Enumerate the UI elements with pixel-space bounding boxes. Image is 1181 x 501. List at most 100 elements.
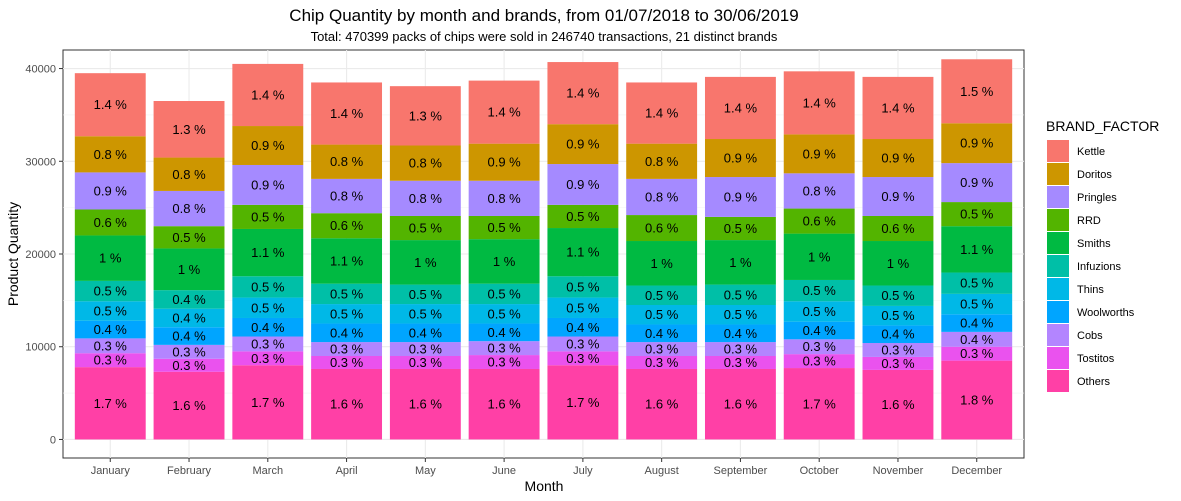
- segment-label: 1 %: [493, 254, 516, 269]
- segment-label: 1.7 %: [803, 396, 837, 411]
- y-tick-label: 0: [50, 434, 56, 446]
- bar-segment: [389, 215, 461, 241]
- bar-segment: [783, 71, 855, 135]
- bar-segment: [862, 241, 934, 286]
- bar-segment: [153, 371, 225, 440]
- bar-segment: [941, 163, 1013, 203]
- segment-label: 0.5 %: [566, 209, 600, 224]
- segment-label: 0.4 %: [803, 323, 837, 338]
- bar-segment: [311, 368, 383, 440]
- segment-label: 0.5 %: [960, 207, 994, 222]
- segment-label: 0.3 %: [330, 355, 364, 370]
- segment-label: 1.8 %: [960, 393, 994, 408]
- legend-swatch: [1047, 232, 1069, 254]
- chart-title: Chip Quantity by month and brands, from …: [289, 6, 798, 25]
- segment-label: 0.8 %: [645, 154, 679, 169]
- bar-segment: [783, 368, 855, 440]
- segment-label: 1.4 %: [251, 87, 285, 102]
- bar-segment: [862, 356, 934, 370]
- legend-label: RRD: [1077, 215, 1101, 227]
- bar-segment: [941, 272, 1013, 294]
- segment-label: 0.4 %: [330, 325, 364, 340]
- segment-label: 0.3 %: [803, 354, 837, 369]
- segment-label: 1 %: [650, 256, 673, 271]
- segment-label: 1.7 %: [566, 395, 600, 410]
- bar-segment: [704, 177, 776, 217]
- segment-label: 1 %: [729, 255, 752, 270]
- bar-segment: [941, 314, 1013, 332]
- segment-label: 0.8 %: [645, 189, 679, 204]
- bar-segment: [468, 341, 540, 356]
- legend-label: Pringles: [1077, 192, 1117, 204]
- segment-label: 0.3 %: [645, 355, 679, 370]
- bar-segment: [74, 209, 146, 236]
- segment-label: 0.5 %: [645, 307, 679, 322]
- bar-segment: [153, 344, 225, 359]
- segment-label: 0.8 %: [803, 183, 837, 198]
- bar-segment: [862, 215, 934, 242]
- y-tick-label: 20000: [25, 249, 56, 261]
- bar-segment: [74, 73, 146, 137]
- segment-label: 0.5 %: [172, 230, 206, 245]
- segment-label: 1 %: [887, 256, 910, 271]
- segment-label: 0.4 %: [724, 326, 758, 341]
- segment-label: 1.4 %: [330, 106, 364, 121]
- bar-segment: [783, 354, 855, 369]
- bar-segment: [783, 339, 855, 355]
- bar-segment: [941, 59, 1013, 124]
- bar-segment: [311, 178, 383, 214]
- x-tick-label: January: [91, 465, 131, 477]
- legend-swatch: [1047, 255, 1069, 277]
- segment-label: 0.5 %: [330, 286, 364, 301]
- bar-segment: [547, 317, 619, 337]
- legend-label: Infuzions: [1077, 261, 1122, 273]
- segment-label: 0.9 %: [724, 151, 758, 166]
- bar-segment: [862, 305, 934, 326]
- bar-segment: [626, 178, 698, 216]
- x-tick-label: June: [492, 465, 516, 477]
- bar-segment: [74, 172, 146, 210]
- segment-label: 1.6 %: [645, 397, 679, 412]
- segment-label: 0.4 %: [566, 320, 600, 335]
- bar-segment: [704, 368, 776, 440]
- segment-label: 0.5 %: [251, 279, 285, 294]
- bar-segment: [941, 202, 1013, 227]
- segment-label: 0.5 %: [94, 304, 128, 319]
- segment-label: 1 %: [178, 262, 201, 277]
- bar-segment: [704, 356, 776, 369]
- segment-label: 0.3 %: [566, 336, 600, 351]
- x-tick-label: October: [800, 465, 839, 477]
- segment-label: 0.8 %: [409, 156, 443, 171]
- segment-label: 1.4 %: [487, 105, 521, 120]
- y-axis-title: Product Quantity: [5, 202, 21, 306]
- legend-label: Thins: [1077, 284, 1104, 296]
- segment-label: 0.3 %: [881, 356, 915, 371]
- bar-segment: [783, 279, 855, 302]
- bar-segment: [311, 323, 383, 343]
- legend-label: Others: [1077, 376, 1111, 388]
- segment-label: 0.3 %: [724, 355, 758, 370]
- segment-label: 1.6 %: [330, 397, 364, 412]
- segment-label: 1.1 %: [330, 253, 364, 268]
- segment-label: 0.5 %: [960, 276, 994, 291]
- segment-label: 0.5 %: [566, 279, 600, 294]
- segment-label: 0.3 %: [645, 342, 679, 357]
- chart-subtitle: Total: 470399 packs of chips were sold i…: [311, 29, 778, 44]
- bar-segment: [547, 336, 619, 352]
- bar-segment: [311, 144, 383, 179]
- x-tick-label: May: [415, 465, 436, 477]
- bar-segment: [232, 164, 304, 205]
- segment-label: 1.7 %: [251, 395, 285, 410]
- bar-segment: [626, 342, 698, 356]
- segment-label: 0.5 %: [487, 220, 521, 235]
- segment-label: 0.5 %: [803, 304, 837, 319]
- bar-segment: [862, 285, 934, 306]
- segment-label: 0.5 %: [645, 288, 679, 303]
- bar-segment: [468, 304, 540, 324]
- bar-segment: [783, 233, 855, 280]
- segment-label: 0.5 %: [960, 297, 994, 312]
- bar-segment: [232, 204, 304, 229]
- segment-label: 0.5 %: [724, 287, 758, 302]
- bar-segment: [547, 164, 619, 205]
- segment-label: 0.8 %: [172, 201, 206, 216]
